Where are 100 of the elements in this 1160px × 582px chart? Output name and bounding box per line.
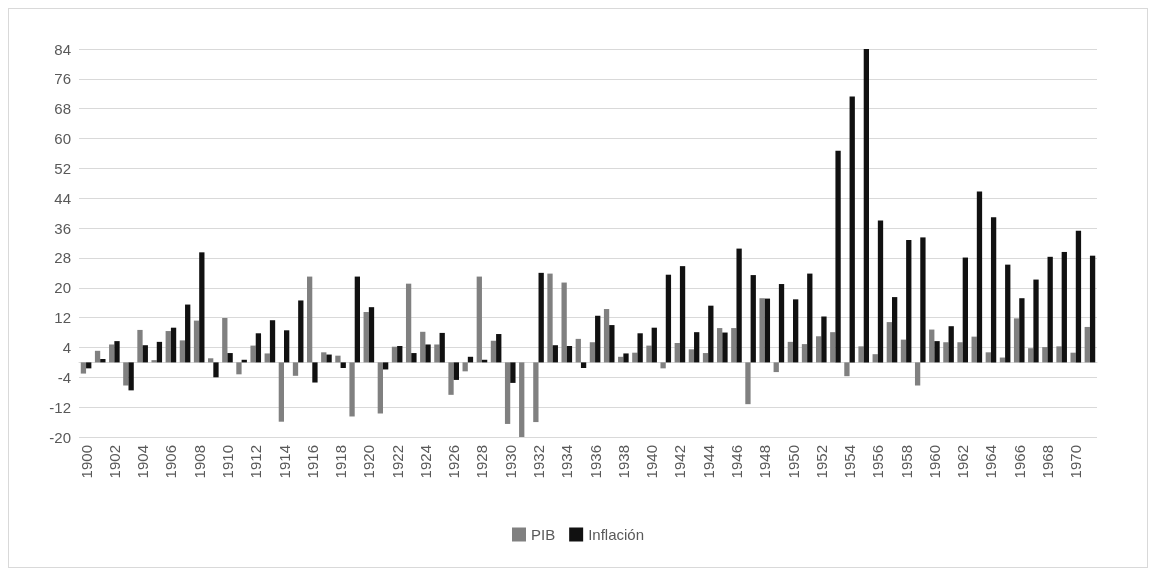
x-tick-label: 1910: [218, 445, 236, 479]
bar: [208, 358, 214, 363]
bar: [109, 344, 115, 363]
bar: [745, 362, 751, 405]
y-tick-label: -20: [49, 428, 71, 446]
bar: [453, 362, 459, 380]
bar: [646, 345, 652, 363]
bar: [821, 316, 827, 363]
x-tick-label: 1924: [416, 445, 434, 479]
bar: [603, 309, 610, 363]
bar: [1089, 255, 1096, 363]
x-tick-label: 1940: [643, 445, 661, 479]
y-tick-label: 28: [54, 249, 71, 267]
bar: [269, 320, 276, 363]
bar: [651, 327, 657, 363]
bar: [914, 362, 921, 386]
bar: [185, 304, 191, 363]
bar: [801, 344, 808, 363]
bar: [835, 150, 841, 363]
bar: [863, 49, 870, 363]
bar: [637, 333, 643, 363]
bar: [906, 240, 912, 363]
x-tick-label: 1944: [699, 445, 717, 479]
bar: [815, 336, 822, 363]
bar: [255, 333, 262, 363]
bar: [688, 349, 695, 363]
x-tick-label: 1932: [530, 445, 548, 479]
bar: [962, 257, 968, 363]
bar: [929, 329, 935, 363]
bar: [787, 341, 794, 363]
bar: [434, 344, 440, 363]
bar: [976, 191, 983, 363]
bar: [886, 322, 892, 363]
bar: [391, 346, 398, 363]
x-tick-label: 1914: [275, 445, 293, 479]
bar: [990, 217, 997, 363]
bar: [137, 329, 143, 363]
bar: [1084, 326, 1090, 363]
bar: [476, 276, 482, 363]
y-tick-label: 68: [54, 100, 71, 118]
x-tick-label: 1928: [473, 445, 491, 479]
bar: [934, 341, 940, 363]
y-tick-label: 76: [54, 70, 71, 88]
x-tick-label: 1926: [445, 445, 463, 479]
bar: [128, 362, 134, 391]
bar: [227, 353, 233, 363]
x-tick-label: 1950: [784, 445, 802, 479]
bar: [199, 252, 205, 363]
x-tick-label: 1902: [105, 445, 123, 479]
x-tick-label: 1956: [869, 445, 887, 479]
bar: [1070, 352, 1076, 363]
x-tick-label: 1912: [247, 445, 265, 479]
x-tick-label: 1952: [812, 445, 830, 479]
y-tick-label: 36: [54, 219, 71, 237]
y-tick-label: 12: [54, 309, 71, 327]
bar: [533, 362, 539, 423]
x-tick-label: 1920: [360, 445, 378, 479]
x-tick-label: 1960: [925, 445, 943, 479]
bar: [1005, 264, 1011, 363]
bar: [589, 342, 596, 363]
bar: [80, 362, 87, 374]
legend-label: PIB: [530, 526, 556, 543]
bar: [519, 362, 525, 437]
bar: [236, 362, 242, 375]
bar: [264, 353, 270, 363]
bar: [298, 300, 304, 363]
bar: [496, 334, 502, 363]
bar: [1019, 298, 1025, 363]
x-tick-label: 1922: [388, 445, 406, 479]
bar: [736, 248, 742, 363]
bar: [349, 362, 355, 417]
bar: [462, 362, 468, 372]
bar: [340, 362, 346, 368]
y-tick-label: 52: [54, 159, 71, 177]
bar: [920, 237, 926, 363]
y-tick-label: 44: [54, 189, 71, 207]
x-tick-label: 1934: [558, 445, 576, 479]
x-tick-label: 1964: [982, 445, 1000, 479]
bar: [278, 362, 285, 422]
bar: [363, 312, 369, 363]
bar: [405, 283, 412, 363]
bar: [985, 352, 991, 363]
bar: [425, 344, 431, 363]
bar: [504, 362, 511, 424]
x-tick-label: 1908: [190, 445, 208, 479]
y-tick-label: 60: [54, 130, 71, 148]
bar: [764, 298, 771, 363]
bar: [674, 342, 680, 363]
bar: [877, 220, 884, 363]
bar: [872, 354, 878, 363]
bar: [1061, 251, 1067, 363]
bar: [312, 362, 318, 383]
y-tick-label: 84: [54, 40, 71, 58]
bar: [193, 320, 200, 363]
bar: [335, 355, 341, 363]
bar: [595, 315, 601, 363]
x-tick-label: 1968: [1039, 445, 1057, 479]
bar: [1042, 347, 1048, 363]
bar: [660, 362, 666, 369]
bar: [580, 362, 587, 368]
